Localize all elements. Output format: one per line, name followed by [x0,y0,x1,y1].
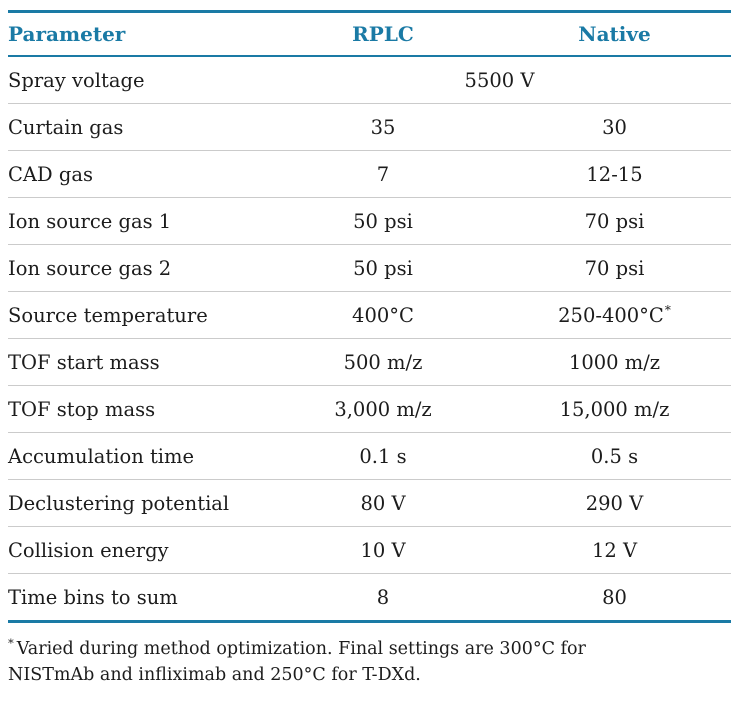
column-header-native: Native [498,11,731,57]
column-header-parameter: Parameter [8,11,268,57]
table-footnote: * Varied during method optimization. Fina… [8,636,660,688]
param-cell: Spray voltage [8,56,268,104]
native-cell: 70 psi [498,244,731,292]
native-cell: 1000 m/z [498,338,731,386]
param-cell: Ion source gas 2 [8,244,268,292]
table-row-tof-stop-mass: TOF stop mass 3,000 m/z 15,000 m/z [8,385,731,433]
native-cell: 12-15 [498,150,731,198]
table-row-cad-gas: CAD gas 7 12-15 [8,150,731,198]
table-row-source-temperature: Source temperature 400°C 250-400°C* [8,291,731,339]
rplc-cell: 0.1 s [268,432,498,480]
table-row-time-bins-to-sum: Time bins to sum 8 80 [8,573,731,623]
param-cell: Accumulation time [8,432,268,480]
rplc-cell: 35 [268,103,498,151]
column-header-rplc: RPLC [268,11,498,57]
rplc-cell: 10 V [268,526,498,574]
table-row-collision-energy: Collision energy 10 V 12 V [8,526,731,574]
rplc-cell: 3,000 m/z [268,385,498,433]
merged-value-cell: 5500 V [268,56,731,104]
param-cell: Declustering potential [8,479,268,527]
param-cell: Ion source gas 1 [8,197,268,245]
asterisk-superscript: * [664,303,671,317]
native-cell: 290 V [498,479,731,527]
param-cell: Time bins to sum [8,573,268,623]
table-row-spray-voltage: Spray voltage 5500 V [8,56,731,104]
table-row-tof-start-mass: TOF start mass 500 m/z 1000 m/z [8,338,731,386]
table-header: Parameter RPLC Native [8,11,731,57]
native-cell: 15,000 m/z [498,385,731,433]
footnote-asterisk: * [8,636,14,651]
rplc-cell: 80 V [268,479,498,527]
header-row: Parameter RPLC Native [8,11,731,57]
native-cell: 30 [498,103,731,151]
native-cell: 80 [498,573,731,623]
param-cell: Curtain gas [8,103,268,151]
rplc-cell: 500 m/z [268,338,498,386]
native-cell: 250-400°C* [498,291,731,339]
table-body: Spray voltage 5500 V Curtain gas 35 30 C… [8,56,731,623]
rplc-cell: 400°C [268,291,498,339]
rplc-cell: 8 [268,573,498,623]
footnote-text: Varied during method optimization. Final… [8,639,586,685]
param-cell: Collision energy [8,526,268,574]
param-cell: TOF stop mass [8,385,268,433]
rplc-cell: 50 psi [268,244,498,292]
table-row-curtain-gas: Curtain gas 35 30 [8,103,731,151]
table-row-ion-source-gas-2: Ion source gas 2 50 psi 70 psi [8,244,731,292]
native-value: 250-400°C [558,303,664,327]
parameters-table: Parameter RPLC Native Spray voltage 5500… [8,10,731,623]
table-row-declustering-potential: Declustering potential 80 V 290 V [8,479,731,527]
table-row-accumulation-time: Accumulation time 0.1 s 0.5 s [8,432,731,480]
table-row-ion-source-gas-1: Ion source gas 1 50 psi 70 psi [8,197,731,245]
native-cell: 12 V [498,526,731,574]
rplc-cell: 50 psi [268,197,498,245]
param-cell: TOF start mass [8,338,268,386]
native-cell: 0.5 s [498,432,731,480]
param-cell: Source temperature [8,291,268,339]
native-cell: 70 psi [498,197,731,245]
param-cell: CAD gas [8,150,268,198]
rplc-cell: 7 [268,150,498,198]
